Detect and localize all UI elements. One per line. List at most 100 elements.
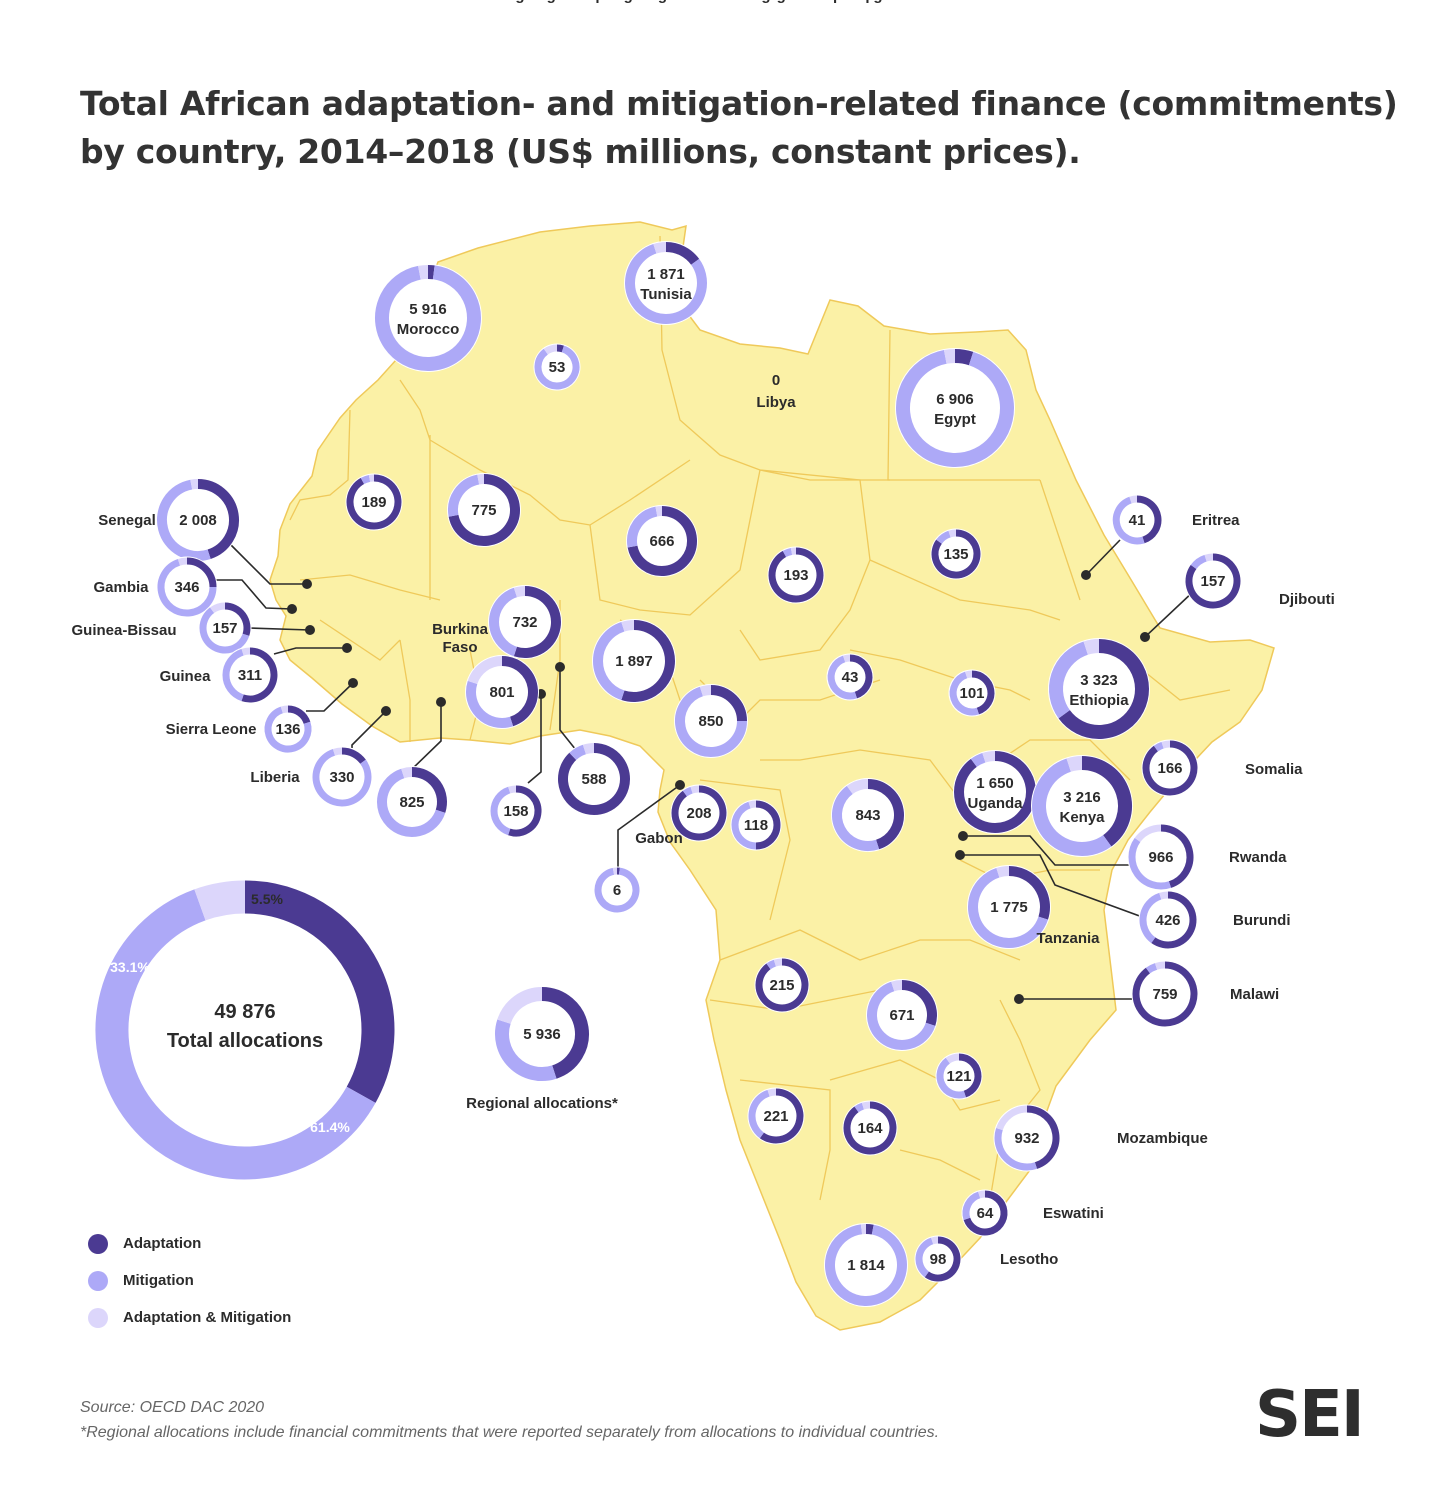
donut-nigeria-both-arc — [621, 620, 635, 632]
country-label: Nigeria — [609, 0, 661, 4]
donut-djibouti-both-arc — [1204, 553, 1214, 562]
donut-angola-both-arc — [773, 958, 783, 967]
donut-burkina-faso-mitigation-arc — [489, 587, 518, 657]
donut-uganda-background — [953, 750, 1037, 834]
donut-guinea-bissau-mitigation-arc — [199, 607, 250, 654]
donut-togo-mitigation-arc — [490, 786, 511, 836]
country-label: Sudan — [933, 0, 979, 4]
country-value: 1 650 — [976, 775, 1014, 792]
country-label: Liberia — [250, 769, 300, 786]
donut-djibouti-mitigation-arc — [1190, 554, 1207, 570]
donut-eritrea-adaptation-arc — [1136, 495, 1162, 544]
donut-eswatini-mitigation-arc — [962, 1191, 981, 1220]
country-label: South Africa — [822, 0, 911, 4]
country-zimbabwe: 121 Zimbabwe — [922, 0, 996, 1100]
country-value: 3 323 — [1080, 672, 1118, 689]
donut-liberia-adaptation-arc — [341, 747, 366, 764]
source-note: Source: OECD DAC 2020 — [80, 1399, 265, 1416]
africa-landmass — [269, 221, 1275, 1331]
donut-senegal-both-arc — [190, 479, 199, 490]
donut-gambia-both-arc — [177, 557, 188, 566]
donut-south-africa-background — [824, 1223, 908, 1307]
country-label: Kenya — [1059, 809, 1105, 826]
donut-guinea-both-arc — [241, 647, 251, 656]
donut-mali-adaptation-arc — [448, 474, 520, 546]
donut-sudan-adaptation-arc — [931, 529, 981, 579]
country-value: 843 — [855, 807, 880, 824]
country-value: 193 — [783, 567, 808, 584]
country-sudan: 135 Sudan — [930, 0, 982, 580]
country-value: 6 906 — [936, 391, 974, 408]
country-value: 850 — [698, 713, 723, 730]
donut-zimbabwe-mitigation-arc — [936, 1057, 966, 1099]
donut-angola-adaptation-arc — [755, 958, 809, 1012]
donut-south-africa-adaptation-arc — [865, 1224, 874, 1235]
country-label: Democratic — [827, 0, 909, 4]
footnote: *Regional allocations include financial … — [80, 1424, 940, 1441]
country-value: 208 — [686, 805, 711, 822]
country-label: Burkina — [432, 621, 489, 638]
donut-zambia-both-arc — [891, 980, 903, 992]
country-namibia: 221 Namibia — [747, 0, 806, 1145]
country-angola: 215 Angola — [754, 0, 810, 1013]
country-value: 53 — [549, 359, 566, 376]
donut-niger-adaptation-arc — [627, 506, 697, 576]
donut-mauritania-adaptation-arc — [346, 474, 402, 530]
donut-angola-mitigation-arc — [766, 959, 777, 970]
country-value: 135 — [943, 546, 968, 563]
donut-guinea-bissau-both-arc — [210, 602, 226, 614]
donut-burundi-both-arc — [1159, 891, 1169, 900]
country-value: 588 — [581, 771, 606, 788]
donut-gabon-adaptation-arc — [671, 785, 727, 841]
donut-south-sudan-both-arc — [965, 670, 973, 679]
donut-mozambique-mitigation-arc — [994, 1127, 1038, 1171]
country-guinea: 311 Guinea — [160, 646, 279, 704]
country-label: Mozambique — [1117, 1130, 1208, 1147]
country-malawi: 759 Malawi — [1131, 960, 1279, 1028]
donut-chad-background — [767, 546, 825, 604]
donut-c-te-d-ivoire-both-arc — [401, 767, 413, 779]
donut-somalia-adaptation-arc — [1142, 740, 1198, 796]
donut-congo-mitigation-arc — [731, 801, 757, 850]
regional-both-arc — [497, 987, 543, 1025]
country-label: Morocco — [397, 321, 460, 338]
donut-togo-both-arc — [508, 785, 517, 794]
donut-c-te-d-ivoire-adaptation-arc — [411, 767, 447, 813]
donut-angola-background — [754, 957, 810, 1013]
country-label: Guinea — [160, 668, 212, 685]
donut-gambia-background — [156, 556, 218, 618]
country-chad: 193 Chad — [767, 0, 825, 604]
donut-benin-both-arc — [582, 743, 595, 755]
country-value: 932 — [1014, 1130, 1039, 1147]
country-value: 801 — [489, 684, 514, 701]
donut-djibouti-adaptation-arc — [1185, 553, 1241, 609]
donut-algeria-both-arc — [543, 344, 558, 355]
donut-egypt-mitigation-arc — [896, 350, 1014, 467]
donut-ghana-both-arc — [467, 656, 503, 685]
country-label: African Republic — [790, 0, 909, 4]
donut-tunisia-adaptation-arc — [665, 242, 700, 266]
legend-label: Mitigation — [123, 1272, 194, 1289]
donut-namibia-mitigation-arc — [748, 1089, 770, 1139]
country-label: Equatorial — [580, 0, 653, 4]
total-title: Total allocations — [167, 1030, 323, 1052]
donut-south-sudan-mitigation-arc — [949, 671, 979, 716]
donut-uganda-mitigation-arc — [970, 753, 986, 768]
country-label: Botswana — [835, 0, 907, 4]
donut-mali-both-arc — [477, 474, 485, 485]
country-value: 166 — [1157, 760, 1182, 777]
country-label: Benin — [573, 0, 615, 4]
country-label: Tanzania — [1036, 930, 1100, 947]
total-background — [94, 879, 396, 1181]
donut-kenya-adaptation-arc — [1081, 756, 1132, 847]
donut-namibia-adaptation-arc — [759, 1088, 804, 1144]
country-label: Angola — [757, 0, 808, 4]
donut-tanzania-background — [967, 865, 1051, 949]
both-percent: 5.5% — [251, 891, 283, 907]
country-label: Libya — [756, 394, 796, 411]
country-mauritania: 189 Mauritania — [336, 0, 412, 531]
country-lesotho: 98 Lesotho — [914, 1235, 1058, 1283]
country-label: Namibia — [747, 0, 806, 4]
donut-central-african-republic-adaptation-arc — [849, 654, 873, 699]
donut-kenya-both-arc — [1066, 755, 1083, 772]
